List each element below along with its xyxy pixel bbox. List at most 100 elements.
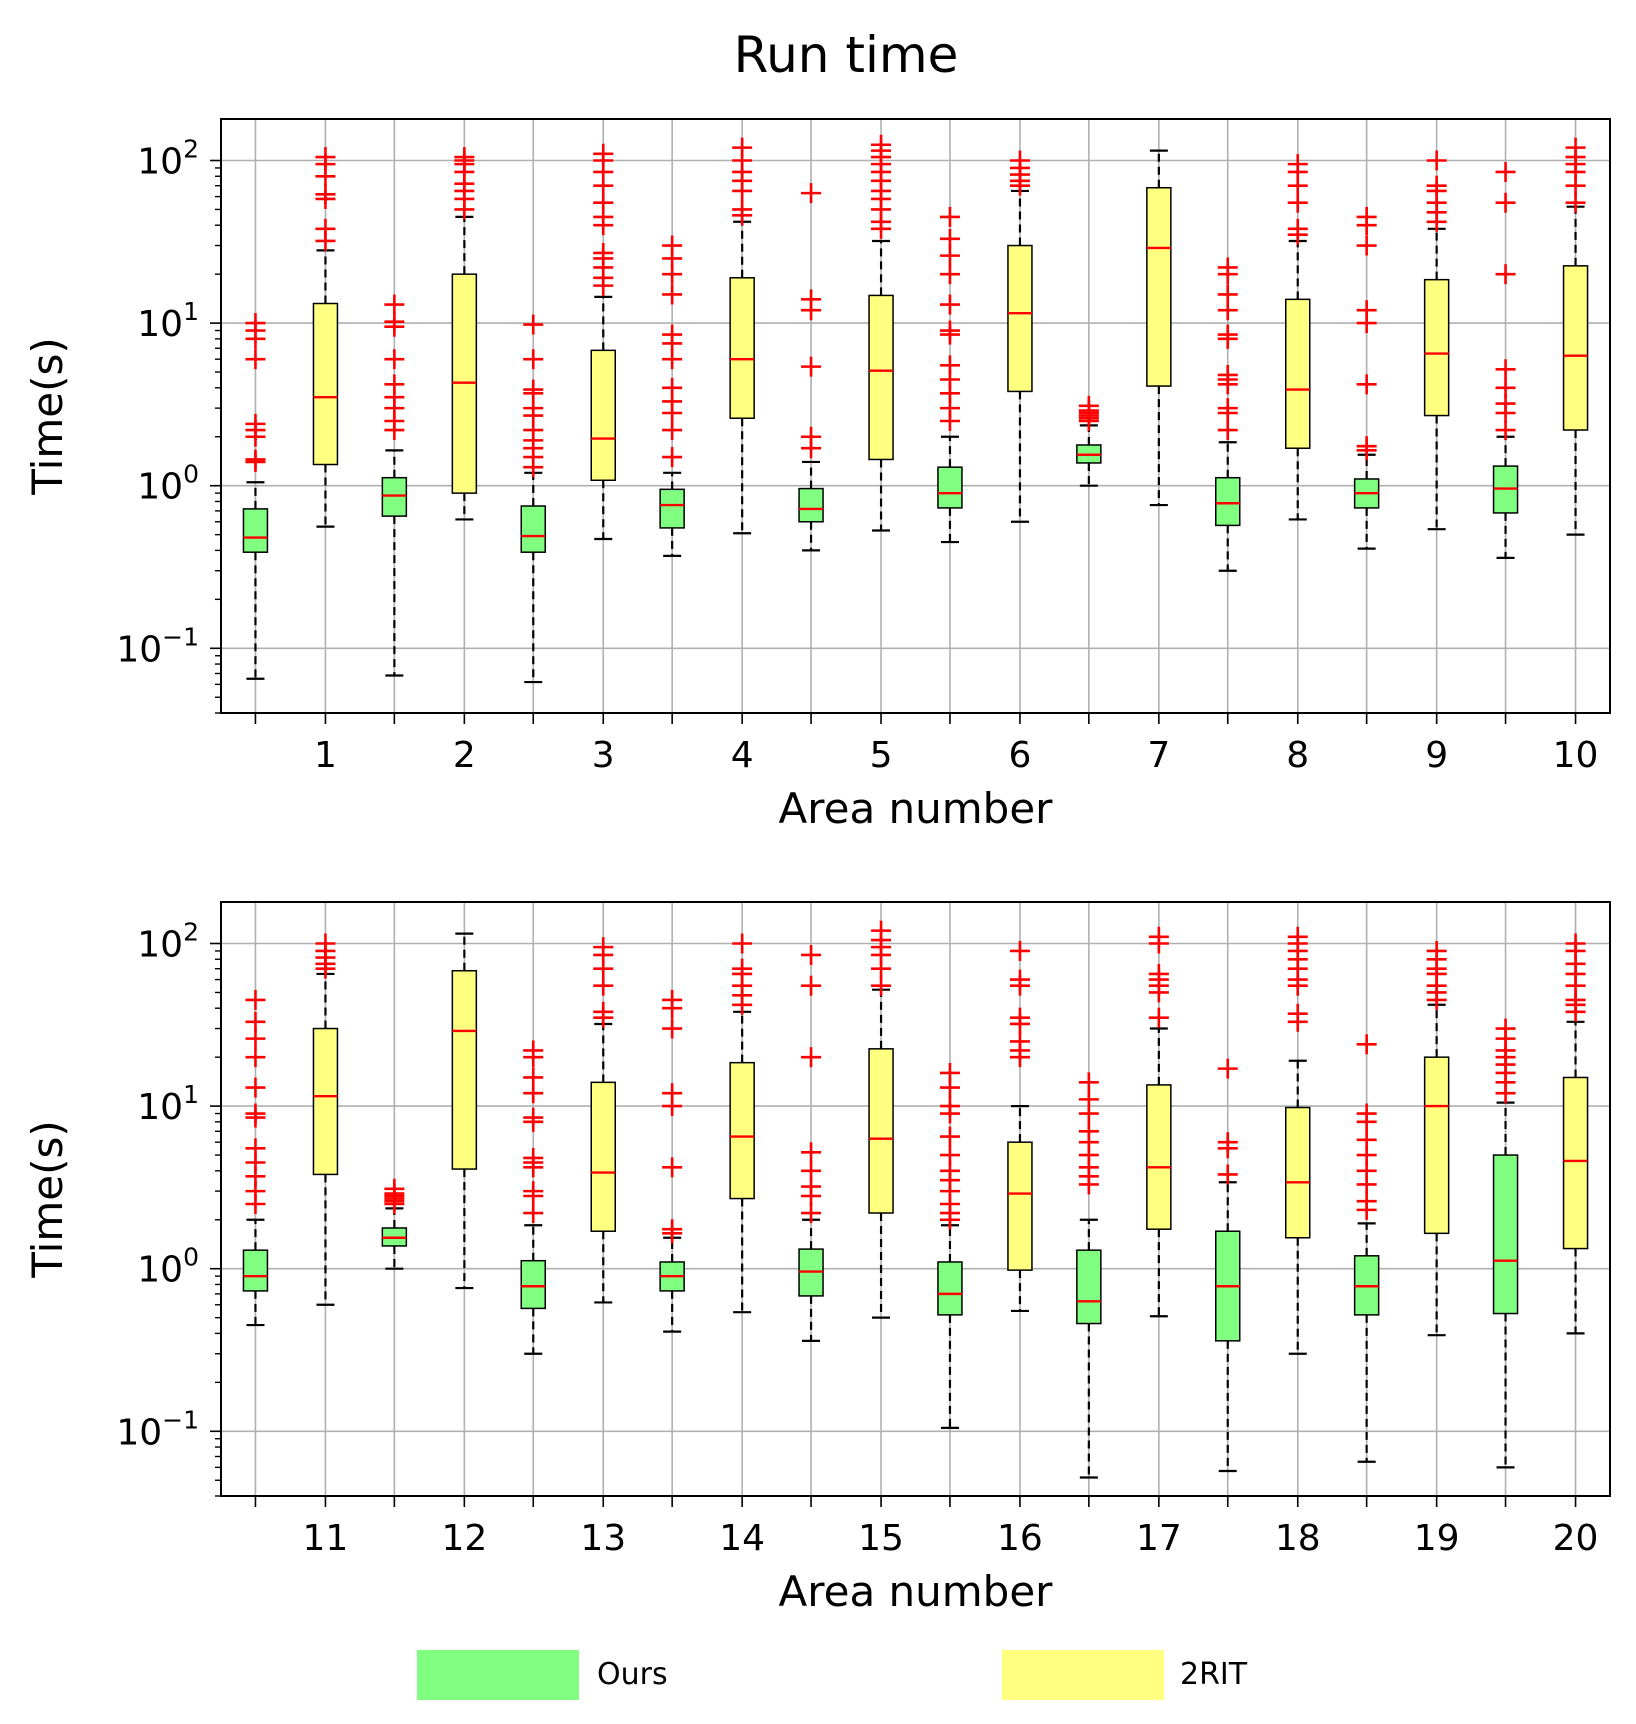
outlier-ours-15	[801, 944, 822, 965]
outlier-ours-13	[523, 1203, 544, 1224]
y-axis-label: Time(s)	[23, 337, 72, 495]
outlier-ours-9	[1356, 436, 1377, 457]
x-tick-label-18: 18	[1275, 1518, 1321, 1559]
outlier-ours-1	[245, 449, 266, 470]
outlier-ours-4	[662, 420, 683, 441]
outlier-2rit-17	[1148, 963, 1169, 984]
outlier-ours-9	[1356, 374, 1377, 395]
box-2rit-20	[1562, 1076, 1589, 1250]
outlier-ours-6	[939, 228, 960, 249]
outlier-2rit-10	[1565, 137, 1586, 158]
outlier-ours-6	[939, 355, 960, 376]
outlier-2rit-4	[732, 137, 753, 158]
outlier-2rit-10	[1565, 192, 1586, 213]
box-ours-5	[798, 487, 824, 523]
outlier-ours-10	[1495, 161, 1516, 182]
x-tick-label-11: 11	[303, 1518, 349, 1559]
outlier-2rit-17	[1148, 926, 1169, 947]
figure-title: Run time	[734, 26, 959, 84]
outlier-ours-4	[662, 324, 683, 345]
outlier-ours-15	[801, 1047, 822, 1068]
outlier-2rit-8	[1287, 192, 1308, 213]
outlier-2rit-8	[1287, 154, 1308, 175]
outlier-2rit-9	[1426, 175, 1447, 196]
box-2rit-16	[1007, 1141, 1033, 1271]
outlier-ours-19	[1356, 1103, 1377, 1124]
x-tick-label-13: 13	[580, 1518, 626, 1559]
outlier-ours-11	[245, 1011, 266, 1032]
outlier-ours-14	[662, 1083, 683, 1104]
outlier-ours-2	[384, 294, 405, 315]
box-2rit-18	[1285, 1106, 1311, 1239]
box-2rit-6	[1007, 244, 1033, 393]
box-2rit-13	[590, 1081, 616, 1232]
y-tick-label: 10−1	[116, 1405, 199, 1453]
outlier-ours-13	[523, 1067, 544, 1088]
outlier-ours-18	[1217, 1058, 1238, 1079]
outlier-ours-2	[384, 374, 405, 395]
outlier-ours-5	[801, 356, 822, 377]
outlier-2rit-15	[871, 975, 892, 996]
box-2rit-15	[868, 1048, 894, 1214]
outlier-ours-10	[1495, 264, 1516, 285]
legend-label-ours: Ours	[597, 1657, 668, 1692]
outlier-ours-16	[939, 1096, 960, 1117]
outlier-ours-5	[801, 426, 822, 447]
outlier-ours-8	[1217, 284, 1238, 305]
y-axis-label: Time(s)	[23, 1120, 72, 1278]
box-2rit-9	[1423, 278, 1450, 417]
outlier-ours-10	[1495, 359, 1516, 380]
outlier-2rit-18	[1287, 1003, 1308, 1024]
outlier-ours-4	[662, 377, 683, 398]
x-tick-label-20: 20	[1553, 1518, 1599, 1559]
outlier-2rit-16	[1009, 969, 1030, 990]
outlier-ours-18	[1217, 1164, 1238, 1185]
box-2rit-3	[590, 349, 616, 482]
box-ours-13	[520, 1259, 546, 1310]
box-2rit-17	[1146, 1084, 1172, 1230]
x-tick-label-2: 2	[453, 735, 476, 776]
box-2rit-8	[1285, 298, 1311, 449]
outlier-ours-4	[662, 284, 683, 305]
box-ours-16	[937, 1261, 963, 1316]
outlier-ours-12	[384, 1178, 405, 1199]
outlier-ours-2	[384, 349, 405, 370]
outlier-ours-11	[245, 989, 266, 1010]
outlier-2rit-8	[1287, 218, 1308, 239]
outlier-ours-6	[939, 245, 960, 266]
outlier-2rit-13	[593, 975, 614, 996]
x-axis-label: Area number	[779, 1567, 1054, 1616]
x-tick-label-6: 6	[1008, 735, 1031, 776]
box-2rit-11	[312, 1027, 339, 1176]
outlier-2rit-4	[732, 199, 753, 220]
outlier-ours-14	[662, 1219, 683, 1240]
outlier-ours-20	[1495, 1018, 1516, 1039]
x-tick-label-19: 19	[1414, 1518, 1460, 1559]
outlier-ours-16	[939, 1062, 960, 1083]
y-tick-label: 102	[137, 135, 199, 183]
outlier-ours-8	[1217, 257, 1238, 278]
x-tick-label-7: 7	[1147, 735, 1170, 776]
outlier-ours-13	[523, 1181, 544, 1202]
outlier-ours-1	[245, 413, 266, 434]
outlier-ours-16	[939, 1145, 960, 1166]
outlier-ours-10	[1495, 377, 1516, 398]
outlier-ours-6	[939, 294, 960, 315]
outlier-ours-9	[1356, 300, 1377, 321]
x-tick-label-15: 15	[858, 1518, 904, 1559]
x-tick-label-16: 16	[997, 1518, 1043, 1559]
x-tick-label-9: 9	[1425, 735, 1448, 776]
outlier-ours-3	[523, 314, 544, 335]
outlier-ours-11	[245, 1138, 266, 1159]
box-2rit-4	[729, 277, 755, 419]
outlier-ours-17	[1078, 1072, 1099, 1093]
outlier-ours-3	[523, 349, 544, 370]
outlier-ours-8	[1217, 364, 1238, 385]
outlier-ours-13	[523, 1107, 544, 1128]
outlier-2rit-19	[1426, 940, 1447, 961]
outlier-ours-11	[245, 1028, 266, 1049]
outlier-2rit-13	[593, 937, 614, 958]
box-2rit-12	[451, 969, 478, 1170]
outlier-2rit-20	[1565, 933, 1586, 954]
x-tick-label-3: 3	[592, 735, 615, 776]
